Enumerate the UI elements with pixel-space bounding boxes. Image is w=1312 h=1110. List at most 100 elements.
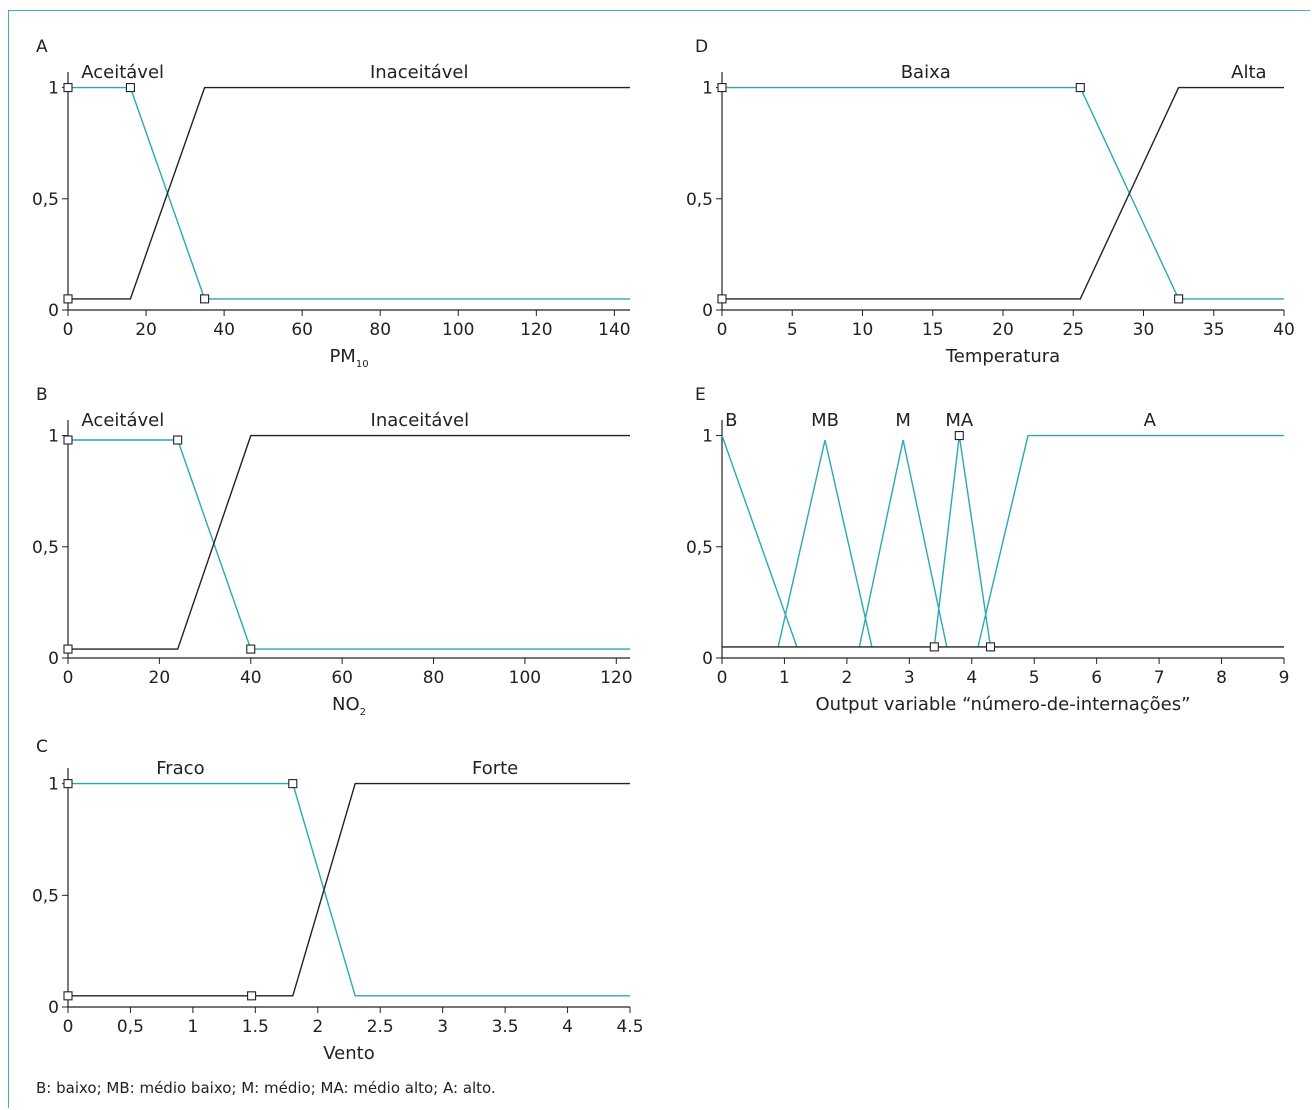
panel-letter: C <box>36 737 48 757</box>
data-point-marker <box>717 83 727 93</box>
y-tick-label: 1 <box>48 775 59 795</box>
chart-panel-e: E 0 1 2 3 4 5 6 7 8 9 0 0,5 1 Output variable “número-… <box>686 385 1289 715</box>
y-tick-label: 0 <box>48 998 59 1018</box>
y-tick-label: 1 <box>48 427 59 447</box>
x-tick-label: 8 <box>1216 668 1227 688</box>
data-point-marker <box>246 644 256 654</box>
x-tick-label: 5 <box>787 320 798 340</box>
y-tick-label: 0 <box>48 649 59 669</box>
x-axis-label: PM10 <box>329 346 368 370</box>
chart-panel-c: C 0 0,5 1 1.5 2 2.5 3 3.5 4 4.5 0 0,5 1 Vento Fraco Fort… <box>32 737 644 1064</box>
data-point-marker <box>63 644 73 654</box>
x-tick-label: 35 <box>1203 320 1225 340</box>
chart-panel-b: B 0 20 40 60 80 100 120 0 0,5 1 NO2 Aceitável Inaceit… <box>32 385 633 718</box>
x-tick-label: 80 <box>369 320 391 340</box>
panel-letter: A <box>36 37 48 57</box>
data-point-marker <box>717 294 727 304</box>
x-axis-label: Vento <box>323 1043 374 1064</box>
x-tick-label: 5 <box>1029 668 1040 688</box>
panel-letter: D <box>695 37 708 57</box>
y-tick-label: 0,5 <box>32 886 59 906</box>
x-tick-label: 40 <box>240 668 262 688</box>
x-tick-label: 40 <box>1273 320 1295 340</box>
series-line-a <box>977 434 1284 648</box>
y-tick-label: 0 <box>48 301 59 321</box>
x-tick-label: 3.5 <box>492 1017 519 1037</box>
series-label: Aceitável <box>81 410 164 431</box>
x-tick-label: 120 <box>600 668 632 688</box>
x-tick-label: 0,5 <box>117 1017 144 1037</box>
series-label: Baixa <box>901 62 951 83</box>
x-tick-label: 0 <box>63 1017 74 1037</box>
x-tick-label: 80 <box>423 668 445 688</box>
series-label: Inaceitável <box>371 410 470 431</box>
series-line-alta <box>722 86 1284 300</box>
chart-panel-d: D 0 5 10 15 20 25 30 35 40 0 0,5 1 Temperatura Baixa Al… <box>686 37 1295 367</box>
data-point-marker <box>63 83 73 93</box>
x-tick-label: 2 <box>312 1017 323 1037</box>
data-point-marker <box>125 83 135 93</box>
series-line-b <box>721 435 798 648</box>
y-tick-label: 0 <box>702 301 713 321</box>
data-point-marker <box>63 435 73 445</box>
x-tick-label: 4.5 <box>616 1017 643 1037</box>
x-tick-label: 9 <box>1279 668 1290 688</box>
x-tick-label: 25 <box>1062 320 1084 340</box>
x-tick-label: 10 <box>852 320 874 340</box>
x-tick-label: 2.5 <box>367 1017 394 1037</box>
series-line-baixa <box>722 86 1284 300</box>
x-tick-label: 4 <box>562 1017 573 1037</box>
x-tick-label: 0 <box>717 320 728 340</box>
series-line-aceit-vel <box>68 86 630 300</box>
x-tick-label: 6 <box>1091 668 1102 688</box>
x-tick-label: 1 <box>779 668 790 688</box>
x-tick-label: 0 <box>717 668 728 688</box>
series-line-inaceit-vel <box>68 86 630 300</box>
figure-frame <box>8 10 1310 1108</box>
y-tick-label: 0,5 <box>32 190 59 210</box>
data-point-marker <box>247 991 257 1001</box>
y-tick-label: 0,5 <box>686 190 713 210</box>
x-tick-label: 100 <box>509 668 541 688</box>
x-tick-label: 60 <box>291 320 313 340</box>
data-point-marker <box>288 779 298 789</box>
data-point-marker <box>63 779 73 789</box>
x-tick-label: 3 <box>904 668 915 688</box>
series-line-m <box>858 439 948 648</box>
x-axis-label: Temperatura <box>945 346 1060 367</box>
x-tick-label: 0 <box>63 668 74 688</box>
y-tick-label: 1 <box>702 427 713 447</box>
x-tick-label: 140 <box>598 320 630 340</box>
data-point-marker <box>985 642 996 652</box>
x-tick-label: 15 <box>922 320 944 340</box>
panel-letter: E <box>695 385 706 405</box>
x-tick-label: 0 <box>63 320 74 340</box>
x-tick-label: 120 <box>520 320 552 340</box>
y-tick-label: 0,5 <box>32 538 59 558</box>
series-line-forte <box>68 782 630 997</box>
series-label: MB <box>811 410 839 431</box>
x-tick-label: 4 <box>966 668 977 688</box>
x-tick-label: 7 <box>1154 668 1165 688</box>
series-line-ma <box>933 435 992 648</box>
series-label: M <box>895 410 911 431</box>
panel-letter: B <box>36 385 48 405</box>
series-label: Forte <box>472 758 518 779</box>
series-line-aceit-vel <box>68 439 630 650</box>
series-label: Aceitável <box>81 62 164 83</box>
x-axis-label: Output variable “número-de-internações” <box>816 694 1191 715</box>
footnote: B: baixo; MB: médio baixo; M: médio; MA:… <box>36 1079 496 1097</box>
x-tick-label: 60 <box>331 668 353 688</box>
x-tick-label: 2 <box>841 668 852 688</box>
data-point-marker <box>63 294 73 304</box>
series-label: Inaceitável <box>370 62 469 83</box>
data-point-marker <box>929 642 939 652</box>
data-point-marker <box>1174 294 1184 304</box>
x-tick-label: 1 <box>187 1017 198 1037</box>
x-tick-label: 1.5 <box>242 1017 269 1037</box>
data-point-marker <box>173 435 183 445</box>
x-axis-label: NO2 <box>332 694 366 718</box>
chart-panel-a: A 0 20 40 60 80 100 120 140 0 0,5 1 PM10 Aceitável Ina… <box>32 37 631 370</box>
x-tick-label: 20 <box>149 668 171 688</box>
